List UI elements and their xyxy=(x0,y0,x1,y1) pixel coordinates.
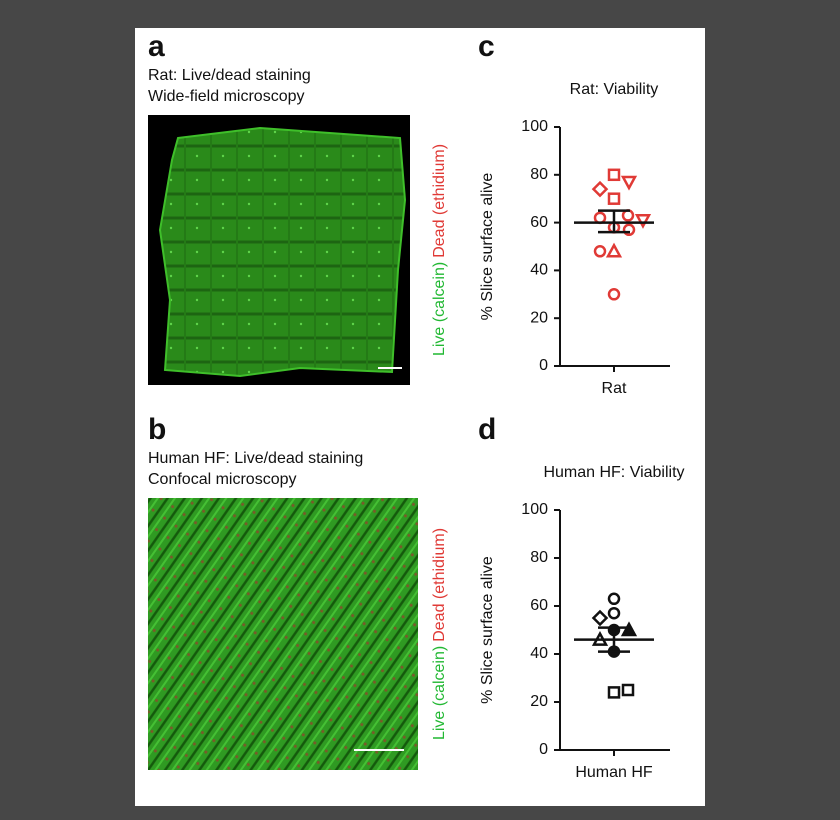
y-tick-label: 20 xyxy=(530,693,548,710)
data-point xyxy=(621,209,635,222)
panel-letter: b xyxy=(148,413,166,446)
stain-label: Live (calcein) Dead (ethidium) xyxy=(431,528,448,740)
data-point xyxy=(591,180,609,198)
data-point xyxy=(607,168,621,182)
chart-title: Human HF: Viability xyxy=(543,464,684,481)
y-tick-label: 40 xyxy=(530,262,548,279)
data-point xyxy=(634,213,652,229)
y-tick-label: 60 xyxy=(530,597,548,614)
panel-title: Rat: Live/dead staining xyxy=(148,67,311,84)
tissue-a xyxy=(158,126,407,378)
data-point xyxy=(620,621,638,637)
y-tick-label: 0 xyxy=(539,741,548,758)
data-point xyxy=(607,606,621,620)
live-label: Live (calcein) xyxy=(431,646,448,740)
dead-label: Dead (ethidium) xyxy=(431,528,448,642)
y-tick-label: 80 xyxy=(530,166,548,183)
data-point xyxy=(593,245,607,258)
y-tick-label: 100 xyxy=(521,501,548,518)
data-point xyxy=(620,175,638,191)
y-tick-label: 0 xyxy=(539,357,548,374)
y-tick-label: 80 xyxy=(530,549,548,566)
data-point xyxy=(607,686,621,699)
dead-label: Dead (ethidium) xyxy=(431,144,448,258)
panel-letter: a xyxy=(148,30,165,63)
y-axis-label: % Slice surface alive xyxy=(479,556,496,704)
data-point xyxy=(591,609,609,627)
y-tick-label: 20 xyxy=(530,309,548,326)
panel-letter: c xyxy=(478,30,495,63)
x-tick-label: Human HF xyxy=(575,764,653,781)
data-point xyxy=(607,288,621,301)
panel-title: Human HF: Live/dead staining xyxy=(148,450,363,467)
panel-title: Wide-field microscopy xyxy=(148,88,304,105)
y-tick-label: 60 xyxy=(530,214,548,231)
stain-label: Live (calcein) Dead (ethidium) xyxy=(431,144,448,356)
panel-title: Confocal microscopy xyxy=(148,471,297,488)
data-point xyxy=(593,211,607,225)
y-tick-label: 40 xyxy=(530,645,548,662)
data-point xyxy=(605,242,623,258)
panel-letter: d xyxy=(478,413,496,446)
image-b xyxy=(148,498,418,770)
data-point xyxy=(607,592,621,606)
y-tick-label: 100 xyxy=(521,118,548,135)
live-label: Live (calcein) xyxy=(431,262,448,356)
x-tick-label: Rat xyxy=(602,380,627,397)
data-point xyxy=(621,683,635,697)
chart-title: Rat: Viability xyxy=(570,81,659,98)
data-point xyxy=(607,192,621,205)
y-axis-label: % Slice surface alive xyxy=(479,173,496,321)
